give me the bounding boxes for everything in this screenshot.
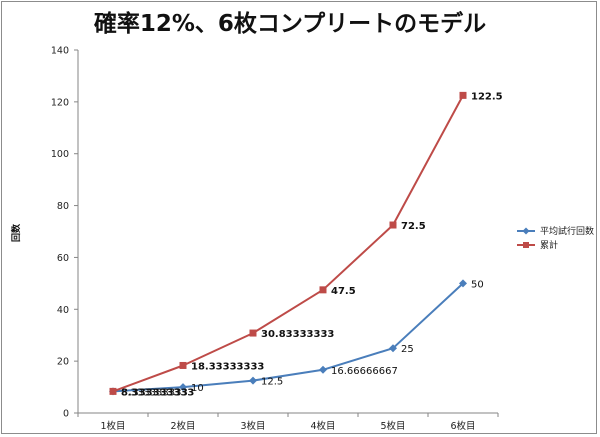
data-label: 50 <box>471 279 484 290</box>
x-tick-label: 3枚目 <box>240 420 265 432</box>
y-tick-label: 80 <box>57 201 69 212</box>
series-cumulative <box>109 91 467 395</box>
data-point <box>319 365 327 374</box>
series-line <box>112 94 464 393</box>
data-label: 122.5 <box>471 91 503 102</box>
legend-label: 累計 <box>540 239 558 251</box>
data-point <box>389 221 397 229</box>
y-tick-label: 120 <box>51 97 69 108</box>
data-point <box>179 383 187 392</box>
data-label: 8.333333333 <box>121 387 188 398</box>
y-tick-label: 40 <box>57 305 69 316</box>
data-point <box>389 344 397 353</box>
data-point <box>459 91 467 99</box>
series-layer <box>109 91 467 396</box>
data-label: 16.66666667 <box>331 366 398 377</box>
legend-marker <box>522 227 530 235</box>
data-label: 8.333333333 <box>121 387 194 398</box>
y-tick-label: 140 <box>51 46 69 57</box>
data-labels: 8.333333333 1012.516.6666666725508.333333… <box>121 91 503 398</box>
data-point <box>249 329 257 337</box>
data-label: 12.5 <box>261 377 283 388</box>
y-axis-label: 回数 <box>10 223 22 242</box>
series-line <box>112 282 464 393</box>
data-label: 47.5 <box>331 286 356 297</box>
y-tick-label: 100 <box>51 149 69 160</box>
data-point <box>179 361 187 369</box>
y-tick-label: 0 <box>63 409 69 420</box>
legend-marker <box>523 242 529 248</box>
data-label: 10 <box>191 383 204 394</box>
data-point <box>109 387 117 395</box>
data-label: 25 <box>401 344 414 355</box>
data-label: 30.83333333 <box>261 329 334 340</box>
y-tick-label: 60 <box>57 253 69 264</box>
x-tick-label: 1枚目 <box>100 420 125 432</box>
x-tick-label: 6枚目 <box>450 420 475 432</box>
legend-label: 平均試行回数 <box>540 225 594 237</box>
legend-item: 累計 <box>517 239 558 251</box>
data-label: 18.33333333 <box>191 361 264 372</box>
data-point <box>459 279 467 288</box>
data-point <box>319 286 327 294</box>
axes: 0 20 40 60 80 100 120 140 1枚目 2枚目 3枚目 4枚目 5枚目 6枚目 <box>51 46 499 432</box>
y-tick-label: 20 <box>57 357 69 368</box>
x-tick-label: 4枚目 <box>310 420 335 432</box>
data-point <box>249 376 257 385</box>
x-tick-label: 5枚目 <box>380 420 405 432</box>
x-tick-label: 2枚目 <box>170 420 195 432</box>
legend-item: 平均試行回数 <box>517 225 594 237</box>
chart-title: 確率12%、6枚コンプリートのモデル <box>94 10 486 37</box>
data-label: 72.5 <box>401 221 426 232</box>
